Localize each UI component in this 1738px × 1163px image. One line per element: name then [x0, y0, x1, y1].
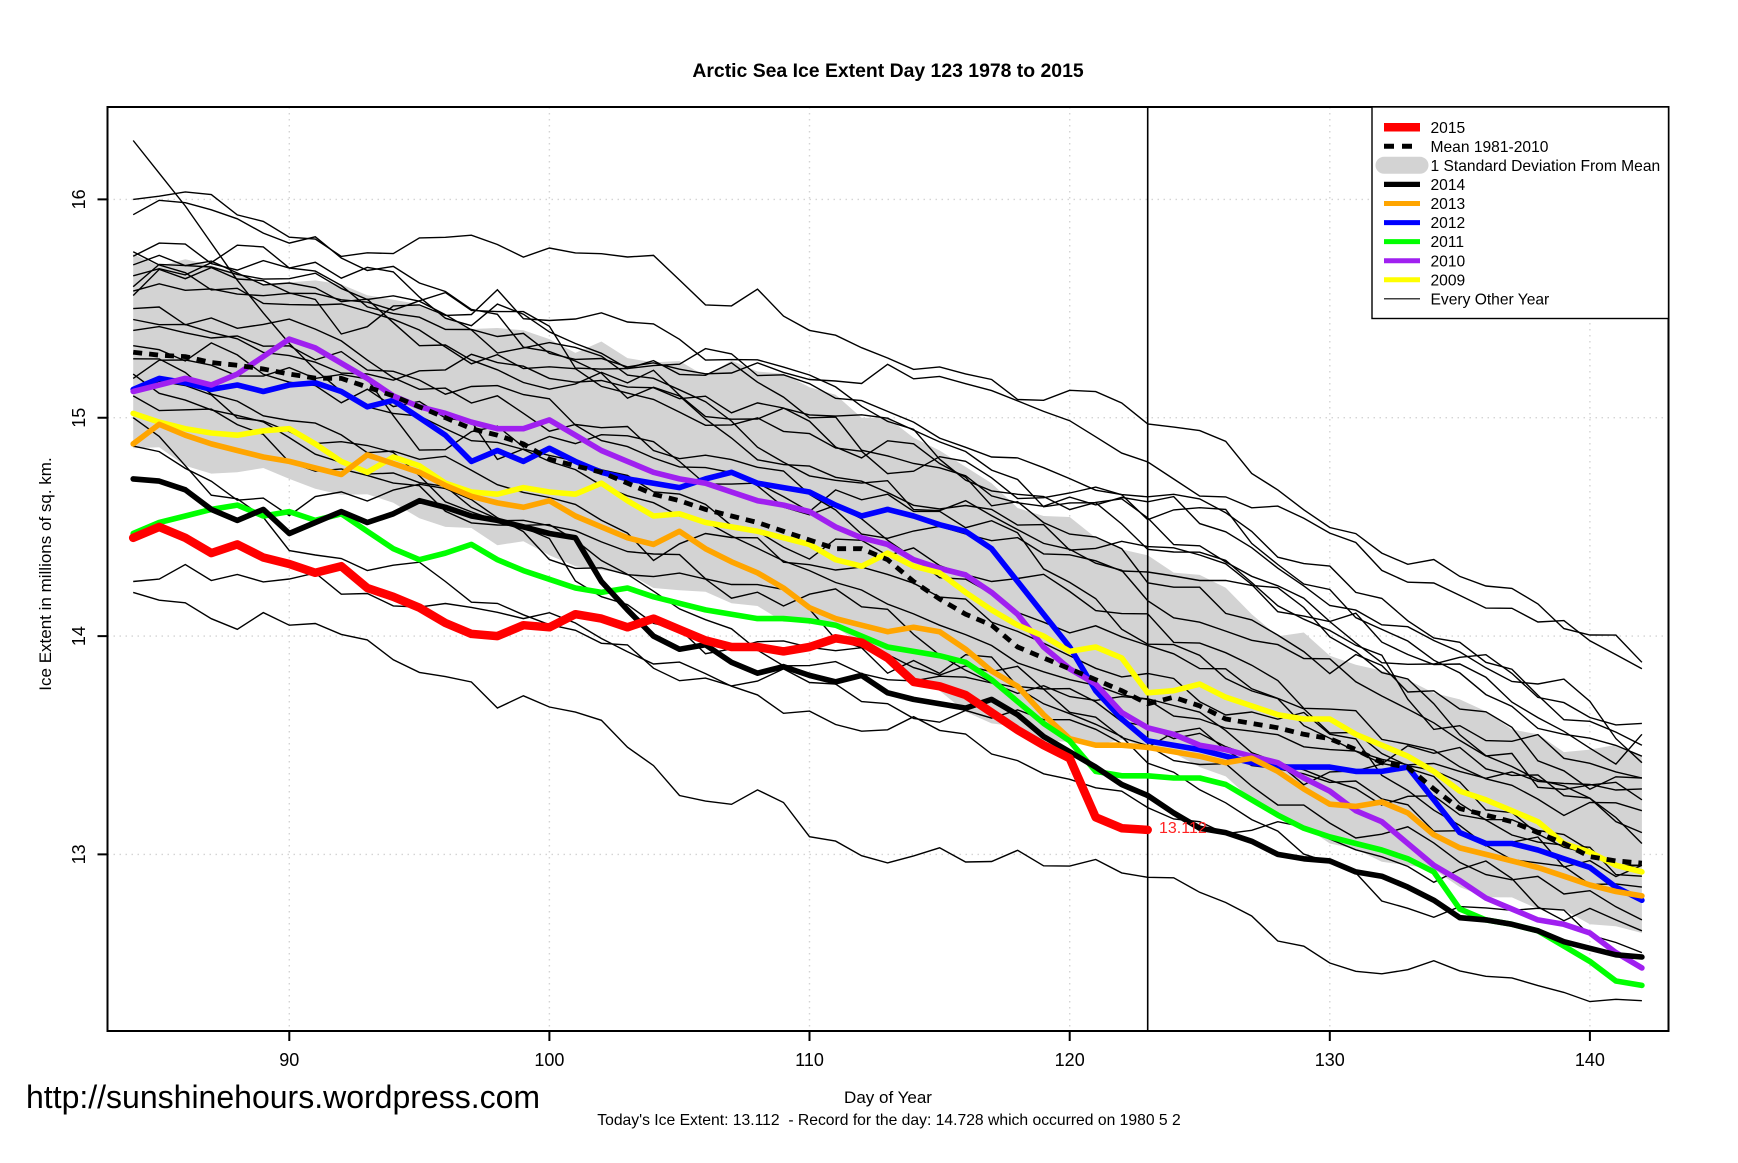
- svg-text:Every Other Year: Every Other Year: [1431, 291, 1550, 308]
- svg-text:13: 13: [69, 844, 89, 864]
- svg-text:2014: 2014: [1431, 177, 1466, 194]
- svg-text:120: 120: [1055, 1050, 1085, 1070]
- svg-text:Arctic Sea Ice Extent Day 123: Arctic Sea Ice Extent Day 123 1978 to 20…: [692, 60, 1083, 82]
- svg-text:15: 15: [69, 408, 89, 428]
- svg-text:http://sunshinehours.wordpress: http://sunshinehours.wordpress.com: [26, 1079, 540, 1115]
- svg-text:Ice Extent in millions of sq.: Ice Extent in millions of sq. km.: [36, 457, 55, 690]
- svg-text:Mean 1981-2010: Mean 1981-2010: [1431, 139, 1549, 156]
- svg-text:140: 140: [1575, 1050, 1605, 1070]
- svg-text:1 Standard Deviation From Mean: 1 Standard Deviation From Mean: [1431, 158, 1661, 175]
- svg-text:2013: 2013: [1431, 196, 1466, 213]
- svg-text:14: 14: [69, 626, 89, 646]
- svg-text:110: 110: [795, 1050, 824, 1070]
- svg-text:2012: 2012: [1431, 215, 1466, 232]
- svg-text:13.112: 13.112: [1159, 820, 1207, 837]
- svg-text:Day of Year: Day of Year: [844, 1088, 932, 1107]
- svg-text:2010: 2010: [1431, 253, 1466, 270]
- svg-text:2015: 2015: [1431, 120, 1466, 137]
- svg-text:2011: 2011: [1431, 234, 1465, 251]
- svg-text:Today's Ice Extent: 13.112 -: Today's Ice Extent: 13.112 - Record for …: [597, 1112, 1181, 1129]
- svg-text:16: 16: [69, 189, 89, 209]
- svg-text:100: 100: [534, 1050, 564, 1070]
- svg-text:90: 90: [279, 1050, 299, 1070]
- svg-text:130: 130: [1315, 1050, 1345, 1070]
- svg-text:2009: 2009: [1431, 272, 1466, 289]
